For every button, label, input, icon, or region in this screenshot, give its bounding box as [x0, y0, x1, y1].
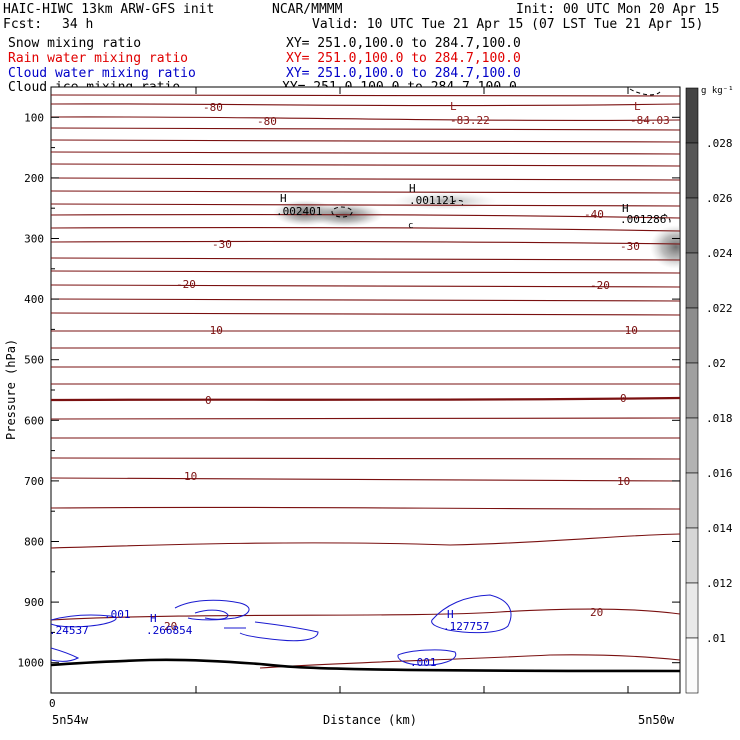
colorbar-label: .02: [706, 357, 726, 370]
temp-label: -80: [257, 115, 277, 128]
colorbar-swatches: [685, 87, 699, 694]
colorbar-label: .026: [706, 192, 733, 205]
colorbar-label: .016: [706, 467, 733, 480]
y-axis-minor-ticks: [51, 147, 55, 694]
forecast-hour: 34 h: [62, 17, 94, 32]
colorbar-unit: g kg⁻¹: [701, 86, 734, 96]
colorbar-bin: [685, 637, 699, 694]
y-tick-label: 100: [24, 111, 44, 124]
model-title: HAIC-HIWC 13km ARW-GFS init: [3, 2, 215, 17]
x-end-label-left: 5n54w: [52, 713, 89, 727]
cloud-water-label: .24537: [49, 624, 89, 637]
colorbar-label: .01: [706, 632, 726, 645]
colorbar-bin: [685, 527, 699, 584]
colorbar-bin: [685, 142, 699, 199]
high-value: .001121: [409, 194, 455, 207]
high-mark: H: [280, 192, 287, 205]
y-tick-label: 1000: [18, 657, 45, 670]
temp-label: -80: [203, 101, 223, 114]
field-xy-snow: XY= 251.0,100.0 to 284.7,100.0: [286, 36, 521, 51]
high-mark: H: [622, 202, 629, 215]
high-mark: H: [447, 608, 454, 621]
x-axis-ticks: [50, 87, 629, 693]
low-value: -83.22: [450, 114, 490, 127]
colorbar-label: .014: [706, 522, 733, 535]
cloud-water-label: .001: [104, 608, 131, 621]
org-label: NCAR/MMMM: [272, 2, 343, 17]
valid-time: Valid: 10 UTC Tue 21 Apr 15 (07 LST Tue …: [312, 17, 704, 32]
y-tick-label: 600: [24, 414, 44, 427]
forecast-label: Fcst:: [3, 17, 43, 32]
field-xy-rain: XY= 251.0,100.0 to 284.7,100.0: [286, 51, 521, 66]
colorbar-label: .028: [706, 137, 733, 150]
cloud-water-labels: .001 .001 .24537: [49, 608, 437, 669]
y-tick-label: 700: [24, 475, 44, 488]
y-tick-label: 800: [24, 536, 44, 549]
y-tick-label: 500: [24, 354, 44, 367]
ice-shading-4: [650, 225, 680, 269]
temp-label: 10: [617, 475, 630, 488]
colorbar: g kg⁻¹ .028.026.024.022.02.018.016.014.0…: [685, 86, 734, 694]
temp-label: 0: [205, 394, 212, 407]
temp-label: 20: [590, 606, 603, 619]
temperature-labels: -80 -80 -40 -30 -30 -20 -20 -10 -10 0 0 …: [164, 101, 640, 633]
cloud-ice-contours: [331, 88, 671, 225]
colorbar-label: .024: [706, 247, 733, 260]
colorbar-label: .022: [706, 302, 733, 315]
y-tick-label: 300: [24, 233, 44, 246]
extrema-markers: L -83.22 L -84.03 H .002401 H .001121 H …: [146, 100, 670, 637]
colorbar-bin: [685, 582, 699, 639]
high-value: .127757: [443, 620, 489, 633]
contour-tag: c: [408, 221, 413, 231]
colorbar-bin: [685, 307, 699, 364]
high-value: .266854: [146, 624, 193, 637]
colorbar-label: .018: [706, 412, 733, 425]
colorbar-bin: [685, 87, 699, 144]
colorbar-bin: [685, 472, 699, 529]
temp-label: -30: [620, 240, 640, 253]
temp-label: -20: [590, 279, 610, 292]
colorbar-bin: [685, 252, 699, 309]
colorbar-bin: [685, 197, 699, 254]
y-tick-label: 200: [24, 172, 44, 185]
low-value: -84.03: [630, 114, 670, 127]
temp-label: 20: [164, 620, 177, 633]
field-name-snow: Snow mixing ratio: [8, 36, 142, 51]
temp-label: -40: [584, 208, 604, 221]
temp-label: -20: [176, 278, 196, 291]
field-name-cloud-water: Cloud water mixing ratio: [8, 66, 196, 81]
field-name-rain: Rain water mixing ratio: [8, 51, 189, 66]
init-time: Init: 00 UTC Mon 20 Apr 15: [516, 2, 720, 17]
cloud-water-contours: [51, 594, 512, 666]
low-mark: L: [634, 100, 641, 113]
colorbar-bin: [685, 417, 699, 474]
y-tick-label: 900: [24, 596, 44, 609]
temp-label: -30: [212, 238, 232, 251]
temp-label: -10: [203, 324, 223, 337]
temp-label: 0: [620, 392, 627, 405]
zero-degree-contour: [51, 396, 680, 402]
field-xy-cloud-water: XY= 251.0,100.0 to 284.7,100.0: [286, 66, 521, 81]
high-value: .001286: [620, 213, 666, 226]
low-mark: L: [450, 100, 457, 113]
colorbar-bin: [685, 362, 699, 419]
colorbar-label: .012: [706, 577, 733, 590]
high-value: .002401: [276, 205, 322, 218]
x-end-label-right: 5n50w: [638, 713, 675, 727]
cloud-water-label: .001: [410, 656, 437, 669]
plot-frame: [50, 86, 681, 694]
y-tick-label: 400: [24, 293, 44, 306]
colorbar-labels: .028 .026 .024 .022 .02 .018 .016 .014 .012 .01: [706, 137, 733, 645]
x-tick-label: 0: [49, 697, 56, 710]
x-axis-title: Distance (km): [323, 713, 417, 727]
high-mark: H: [409, 182, 416, 195]
y-axis-title: Pressure (hPa): [4, 339, 18, 440]
temp-label: -10: [618, 324, 638, 337]
temp-label: 10: [184, 470, 197, 483]
terrain-line: [51, 658, 680, 673]
high-mark: H: [150, 612, 157, 625]
